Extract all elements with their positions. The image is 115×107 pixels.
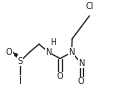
Text: O: O xyxy=(6,48,12,57)
Text: O: O xyxy=(77,77,84,86)
Text: N: N xyxy=(77,59,84,68)
Text: O: O xyxy=(56,72,63,81)
Text: N: N xyxy=(68,48,74,57)
Text: N: N xyxy=(45,48,51,57)
Text: H: H xyxy=(50,38,55,47)
Text: I: I xyxy=(19,76,22,86)
Text: Cl: Cl xyxy=(85,1,93,10)
Text: S: S xyxy=(17,57,23,66)
Circle shape xyxy=(15,54,17,56)
